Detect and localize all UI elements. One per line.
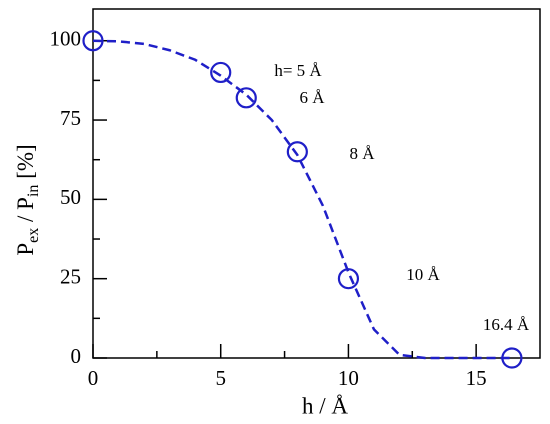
data-point (235, 87, 257, 109)
data-point (286, 141, 308, 163)
plot-frame (92, 8, 541, 359)
data-point (501, 347, 523, 369)
x-tick-label: 0 (88, 366, 99, 390)
annotation: 8 Å (349, 144, 375, 163)
data-point (82, 30, 104, 52)
data-point (210, 61, 232, 84)
x-tick-label: 5 (215, 366, 226, 390)
x-tick-label: 15 (466, 366, 487, 390)
annotation: 10 Å (406, 265, 440, 284)
x-tick-label: 10 (338, 366, 359, 390)
annotation: 6 Å (299, 88, 325, 107)
annotation: h= 5 Å (274, 61, 322, 80)
y-tick-label: 50 (60, 185, 81, 209)
y-tick-label: 75 (60, 106, 81, 130)
y-axis-label: Pex / Pin [%] (13, 144, 41, 255)
data-point (337, 268, 360, 290)
fit-curve (92, 39, 512, 360)
annotation: 16.4 Å (483, 315, 530, 334)
x-axis-label: h / Å (302, 393, 348, 418)
y-tick-label: 100 (50, 27, 82, 51)
y-tick-label: 0 (71, 344, 82, 368)
y-tick-label: 25 (60, 264, 81, 288)
